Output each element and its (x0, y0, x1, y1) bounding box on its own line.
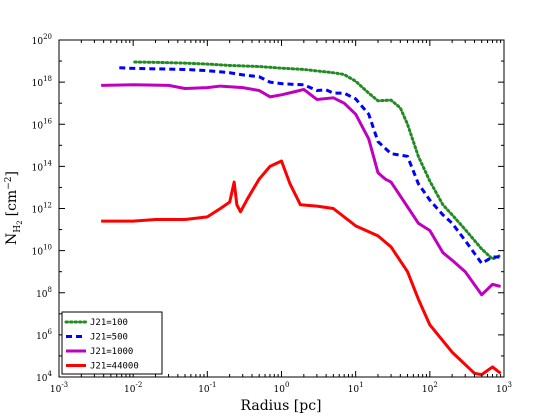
legend-label-2: J21=500 (90, 333, 128, 343)
series-line-2 (119, 66, 501, 265)
y-label-unit-exp: −2 (4, 177, 14, 190)
tick-label: 108 (36, 286, 52, 300)
tick-label: 1010 (32, 244, 52, 258)
tick-label: 100 (274, 381, 290, 395)
tick-label: 10-3 (50, 381, 68, 395)
tick-label: 102 (422, 381, 438, 395)
svg-text:NH2[cm−2]: NH2 [cm−2] (4, 171, 24, 245)
legend-entries: J21=100 J21=500 J21=1000 J21=44000 (64, 318, 139, 372)
legend-label-3: J21=1000 (90, 347, 133, 357)
tick-label: 101 (348, 381, 364, 395)
tick-label: 104 (36, 370, 52, 384)
tick-label: 10-1 (198, 381, 216, 395)
legend-label-4: J21=44000 (90, 362, 139, 372)
ticks-layer: 10-3 10-2 10-1 100 101 102 103 104 106 108 1010 101… (32, 33, 512, 395)
y-axis-label: NH2 [cm−2] (4, 171, 24, 245)
y-label-main: N (4, 233, 20, 245)
y-label-unit: [cm (4, 190, 20, 217)
tick-label: 10-2 (124, 381, 142, 395)
x-axis-label: Radius [pc] (240, 398, 321, 414)
y-label-unit-close: ] (4, 171, 20, 176)
series-line-3 (101, 83, 501, 297)
tick-label: 106 (36, 328, 52, 342)
series-line-1 (133, 60, 503, 261)
y-label-sub: H (13, 225, 23, 233)
y-label-subsub: 2 (16, 220, 24, 224)
series-line-4 (101, 159, 502, 377)
legend: J21=100 J21=500 J21=1000 J21=44000 (61, 311, 163, 375)
tick-label: 1014 (32, 159, 53, 173)
tick-label: 1016 (32, 117, 53, 131)
series-layer (101, 60, 503, 377)
legend-label-1: J21=100 (90, 318, 128, 328)
tick-label: 1020 (32, 33, 52, 47)
tick-label: 1012 (32, 202, 52, 216)
tick-label: 1018 (32, 75, 52, 89)
tick-label: 103 (496, 381, 512, 395)
